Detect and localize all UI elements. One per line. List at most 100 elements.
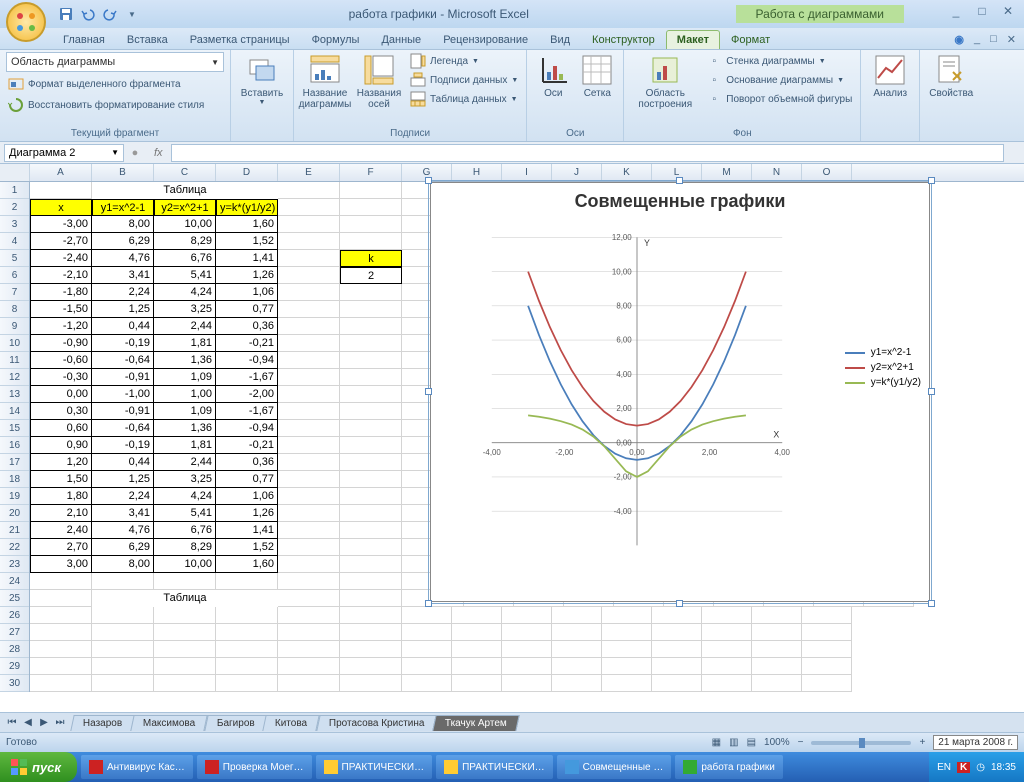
cell[interactable]: y1=x^2-1 xyxy=(92,199,154,216)
cell[interactable]: 1,60 xyxy=(216,556,278,573)
tab-вид[interactable]: Вид xyxy=(539,30,581,49)
row-header[interactable]: 1 xyxy=(0,182,29,199)
cell[interactable] xyxy=(802,607,852,624)
col-header[interactable]: F xyxy=(340,164,402,181)
cell[interactable] xyxy=(30,675,92,692)
cell[interactable]: 2 xyxy=(340,267,402,284)
row-header[interactable]: 15 xyxy=(0,420,29,437)
cell[interactable]: k xyxy=(340,250,402,267)
cell[interactable]: -0,94 xyxy=(216,352,278,369)
cell[interactable] xyxy=(340,522,402,539)
cell[interactable] xyxy=(216,607,278,624)
cell[interactable] xyxy=(340,386,402,403)
cell[interactable]: 4,24 xyxy=(154,284,216,301)
cell[interactable]: 3,00 xyxy=(30,556,92,573)
cell[interactable] xyxy=(340,454,402,471)
taskbar-item[interactable]: работа графики xyxy=(675,755,783,779)
cell[interactable] xyxy=(602,607,652,624)
cell[interactable] xyxy=(340,471,402,488)
zoom-out-icon[interactable]: − xyxy=(798,737,804,748)
cell[interactable] xyxy=(340,539,402,556)
cell[interactable]: 2,24 xyxy=(92,284,154,301)
cell[interactable] xyxy=(402,658,452,675)
chart-wall-button[interactable]: ▫Стенка диаграммы ▼ xyxy=(704,52,854,70)
undo-icon[interactable] xyxy=(78,4,98,24)
cell[interactable] xyxy=(278,675,340,692)
cell[interactable]: 5,41 xyxy=(154,505,216,522)
cell[interactable] xyxy=(752,624,802,641)
row-header[interactable]: 22 xyxy=(0,539,29,556)
cell[interactable] xyxy=(652,658,702,675)
cell[interactable]: 1,80 xyxy=(30,488,92,505)
chart-plot-area[interactable]: -4,00-2,000,002,004,006,008,0010,0012,00… xyxy=(461,223,791,573)
cell[interactable]: 2,24 xyxy=(92,488,154,505)
cell[interactable] xyxy=(92,624,154,641)
cell[interactable]: 0,44 xyxy=(92,318,154,335)
tab-конструктор[interactable]: Конструктор xyxy=(581,30,666,49)
col-header[interactable]: C xyxy=(154,164,216,181)
cell[interactable] xyxy=(752,675,802,692)
cell[interactable]: -1,00 xyxy=(92,386,154,403)
rotation-3d-button[interactable]: ▫Поворот объемной фигуры xyxy=(704,90,854,108)
system-tray[interactable]: EN K ◷ 18:35 xyxy=(929,752,1024,782)
row-header[interactable]: 26 xyxy=(0,607,29,624)
formula-input[interactable] xyxy=(171,144,1004,162)
cell[interactable] xyxy=(502,675,552,692)
name-box[interactable]: Диаграмма 2▼ xyxy=(4,144,124,162)
cell[interactable]: 1,25 xyxy=(92,471,154,488)
cell[interactable] xyxy=(702,658,752,675)
cell[interactable]: 2,40 xyxy=(30,522,92,539)
row-header[interactable]: 13 xyxy=(0,386,29,403)
fx-icon[interactable]: fx xyxy=(154,147,163,159)
cell[interactable] xyxy=(340,590,402,607)
cell[interactable]: 0,36 xyxy=(216,454,278,471)
cell[interactable]: -1,80 xyxy=(30,284,92,301)
row-header[interactable]: 6 xyxy=(0,267,29,284)
cell[interactable]: 4,24 xyxy=(154,488,216,505)
cell[interactable] xyxy=(278,284,340,301)
help-icon[interactable]: ◉ xyxy=(954,33,964,46)
cell[interactable] xyxy=(552,641,602,658)
cell[interactable]: 3,41 xyxy=(92,505,154,522)
legend-item[interactable]: y2=x^2+1 xyxy=(845,362,921,373)
cell[interactable] xyxy=(502,641,552,658)
data-labels-button[interactable]: Подписи данных ▼ xyxy=(408,71,520,89)
cell[interactable] xyxy=(92,607,154,624)
cell[interactable]: 6,29 xyxy=(92,539,154,556)
cell[interactable]: -1,50 xyxy=(30,301,92,318)
sheet-nav-next-icon[interactable]: ▶ xyxy=(36,717,52,728)
cell[interactable]: 6,76 xyxy=(154,522,216,539)
cell[interactable] xyxy=(452,658,502,675)
cell[interactable] xyxy=(502,658,552,675)
chart-floor-button[interactable]: ▫Основание диаграммы ▼ xyxy=(704,71,854,89)
cell[interactable] xyxy=(452,607,502,624)
cell[interactable] xyxy=(216,624,278,641)
cell[interactable] xyxy=(278,454,340,471)
cell[interactable]: 1,60 xyxy=(216,216,278,233)
sheet-tab[interactable]: Назаров xyxy=(70,715,135,731)
insert-button[interactable]: Вставить▼ xyxy=(237,52,287,108)
zoom-in-icon[interactable]: + xyxy=(919,737,925,748)
view-layout-icon[interactable]: ▥ xyxy=(729,737,738,748)
row-header[interactable]: 23 xyxy=(0,556,29,573)
row-header[interactable]: 18 xyxy=(0,471,29,488)
cell[interactable]: 5,41 xyxy=(154,267,216,284)
cell[interactable]: y2=x^2+1 xyxy=(154,199,216,216)
cell[interactable]: -0,19 xyxy=(92,437,154,454)
cell[interactable] xyxy=(802,658,852,675)
legend-item[interactable]: y1=x^2-1 xyxy=(845,347,921,358)
legend-item[interactable]: y=k*(y1/y2) xyxy=(845,377,921,388)
row-header[interactable]: 11 xyxy=(0,352,29,369)
cell[interactable]: 8,00 xyxy=(92,556,154,573)
cell[interactable]: -1,67 xyxy=(216,403,278,420)
sheet-nav-first-icon[interactable]: ⏮ xyxy=(4,717,20,728)
mdi-minimize-icon[interactable]: _ xyxy=(974,33,980,46)
cell[interactable]: -2,70 xyxy=(30,233,92,250)
cell[interactable]: 3,25 xyxy=(154,301,216,318)
data-table-button[interactable]: Таблица данных ▼ xyxy=(408,90,520,108)
cell[interactable] xyxy=(802,675,852,692)
cell[interactable] xyxy=(278,556,340,573)
cell[interactable] xyxy=(602,658,652,675)
cell[interactable] xyxy=(278,267,340,284)
cell[interactable]: -0,91 xyxy=(92,369,154,386)
